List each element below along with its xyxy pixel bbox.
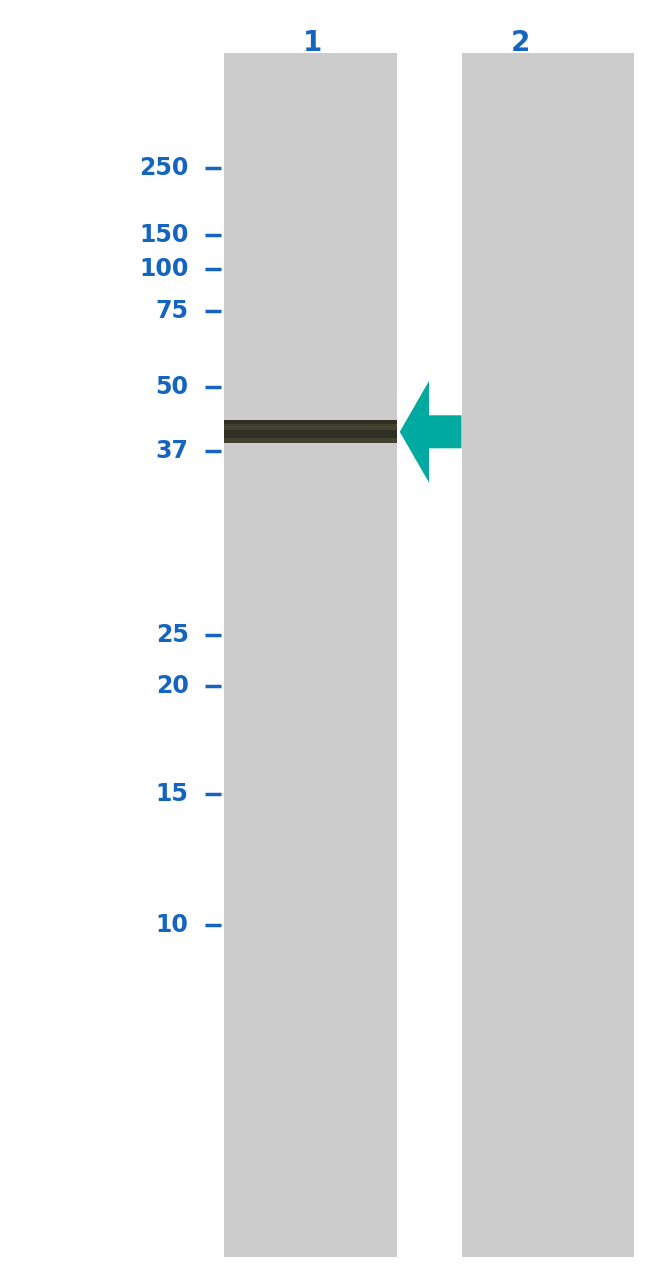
Text: 100: 100 — [139, 258, 188, 281]
Text: 37: 37 — [155, 439, 188, 462]
Bar — [224, 424, 396, 429]
Text: 25: 25 — [155, 624, 188, 646]
Text: 20: 20 — [155, 674, 188, 697]
Text: 50: 50 — [155, 376, 188, 399]
Bar — [224, 53, 396, 1257]
Bar — [224, 420, 396, 443]
Bar — [224, 438, 396, 443]
Text: 2: 2 — [510, 29, 530, 57]
Polygon shape — [400, 381, 462, 483]
Text: 250: 250 — [139, 156, 188, 179]
Text: 150: 150 — [139, 224, 188, 246]
Text: 75: 75 — [155, 300, 188, 323]
Text: 1: 1 — [302, 29, 322, 57]
Text: 15: 15 — [155, 782, 188, 805]
Bar — [462, 53, 634, 1257]
Text: 10: 10 — [155, 913, 188, 936]
